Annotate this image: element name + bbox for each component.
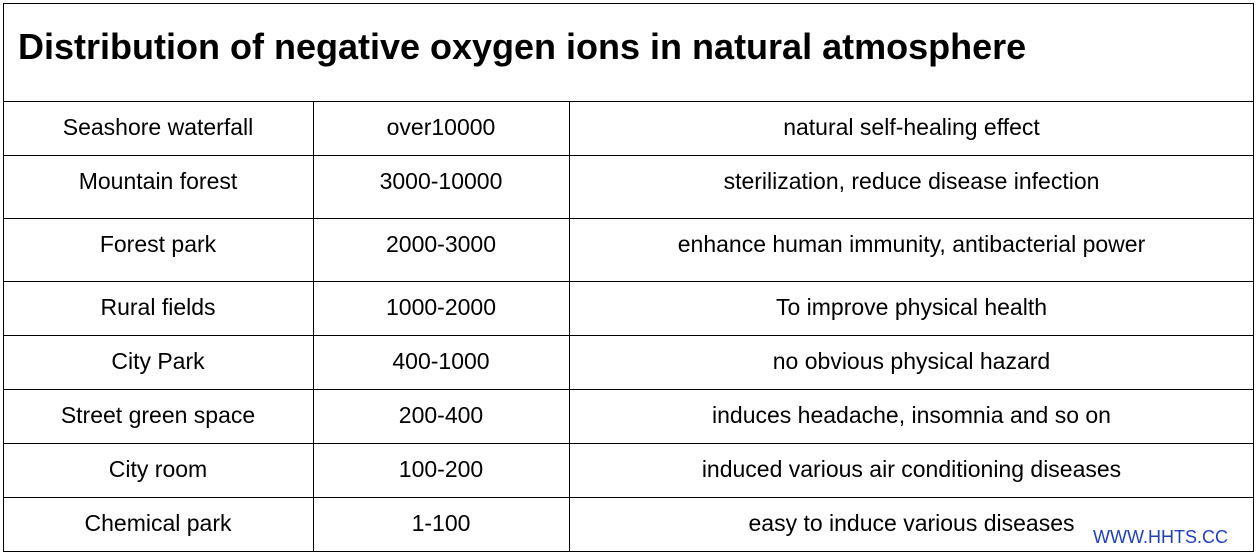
table-cell: enhance human immunity, antibacterial po…	[677, 231, 1146, 257]
table-cell: easy to induce various diseases	[748, 510, 1075, 536]
table-cell: Chemical park	[84, 510, 232, 536]
row-divider	[3, 218, 1254, 219]
row-divider	[3, 101, 1254, 102]
table-cell: To improve physical health	[775, 294, 1048, 320]
table-frame	[3, 3, 1254, 552]
table-cell: 1000-2000	[386, 294, 496, 320]
watermark: WWW.HHTS.CC	[1093, 527, 1228, 547]
table-cell: no obvious physical hazard	[772, 348, 1051, 374]
table-cell: Rural fields	[100, 294, 216, 320]
table-cell: 3000-10000	[379, 168, 503, 194]
table-cell: over10000	[386, 114, 496, 140]
table-cell: Forest park	[99, 231, 217, 257]
table-cell: 200-400	[398, 402, 484, 428]
table-cell: 400-1000	[392, 348, 490, 374]
row-divider	[3, 281, 1254, 282]
table-cell: induced various air conditioning disease…	[701, 456, 1122, 482]
column-divider	[569, 101, 570, 552]
table-cell: sterilization, reduce disease infection	[723, 168, 1100, 194]
table-cell: induces headache, insomnia and so on	[712, 402, 1111, 428]
column-divider	[313, 101, 314, 552]
row-divider	[3, 389, 1254, 390]
row-divider	[3, 443, 1254, 444]
table-cell: 2000-3000	[386, 231, 496, 257]
row-divider	[3, 335, 1254, 336]
row-divider	[3, 497, 1254, 498]
table-cell: City room	[108, 456, 208, 482]
table-cell: 100-200	[398, 456, 484, 482]
row-divider	[3, 155, 1254, 156]
table-cell: Seashore waterfall	[62, 114, 254, 140]
table-cell: 1-100	[411, 510, 471, 536]
table-cell: Mountain forest	[78, 168, 238, 194]
table-cell: City Park	[111, 348, 205, 374]
table-cell: Street green space	[60, 402, 256, 428]
table-cell: natural self-healing effect	[783, 114, 1040, 140]
title: Distribution of negative oxygen ions in …	[18, 26, 1027, 67]
